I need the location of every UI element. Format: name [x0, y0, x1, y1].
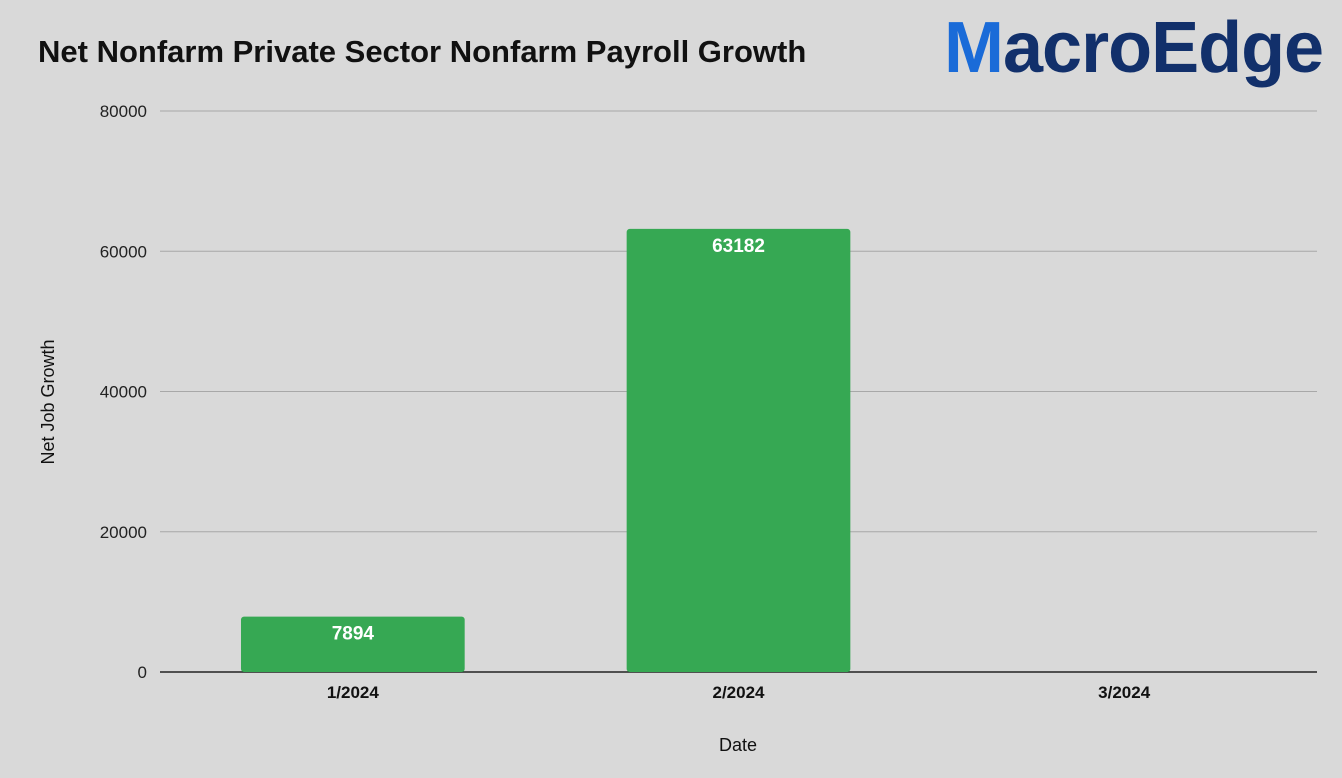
bar-1-2024	[240, 616, 465, 672]
labels: 0 20000 40000 60000 80000 7894 1/2024 63182 2/20…	[100, 102, 1151, 702]
y-tick-label: 60000	[100, 242, 147, 261]
x-tick-label: 3/2024	[1098, 683, 1151, 702]
bar-data-label: 7894	[332, 624, 375, 645]
bar-2-2024	[626, 228, 851, 672]
x-tick-label: 2/2024	[713, 683, 766, 702]
bars	[240, 228, 851, 672]
logo-letter-m: M	[944, 8, 1004, 88]
macroedge-logo: MacroEdge	[944, 12, 1324, 84]
x-tick-label: 1/2024	[327, 683, 380, 702]
chart-title: Net Nonfarm Private Sector Nonfarm Payro…	[38, 34, 807, 69]
logo-wordmark-rest: acroEdge	[1002, 8, 1324, 88]
y-tick-label: 0	[138, 663, 147, 682]
y-axis-title: Net Job Growth	[38, 339, 58, 464]
y-tick-label: 20000	[100, 523, 147, 542]
bar-data-label: 63182	[712, 236, 765, 257]
x-axis-title: Date	[719, 735, 757, 755]
y-tick-label: 80000	[100, 102, 147, 121]
y-tick-label: 40000	[100, 383, 147, 402]
